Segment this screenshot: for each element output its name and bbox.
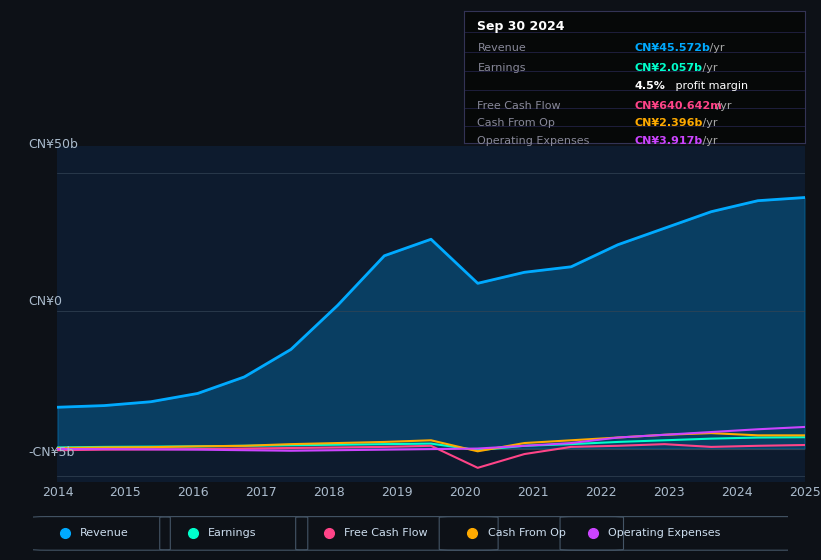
Text: Free Cash Flow: Free Cash Flow	[344, 529, 428, 538]
Text: Cash From Op: Cash From Op	[478, 119, 555, 128]
Text: /yr: /yr	[713, 101, 732, 111]
Text: CN¥2.057b: CN¥2.057b	[635, 63, 702, 73]
Text: Revenue: Revenue	[80, 529, 128, 538]
Text: Free Cash Flow: Free Cash Flow	[478, 101, 561, 111]
Text: CN¥640.642m: CN¥640.642m	[635, 101, 722, 111]
Text: Operating Expenses: Operating Expenses	[478, 136, 589, 146]
Text: Cash From Op: Cash From Op	[488, 529, 566, 538]
Text: Sep 30 2024: Sep 30 2024	[478, 20, 565, 34]
Text: /yr: /yr	[699, 136, 717, 146]
Text: 4.5%: 4.5%	[635, 81, 665, 91]
Text: -CN¥5b: -CN¥5b	[29, 446, 75, 459]
Text: Earnings: Earnings	[478, 63, 526, 73]
Text: /yr: /yr	[706, 43, 724, 53]
Text: /yr: /yr	[699, 63, 717, 73]
Text: Earnings: Earnings	[208, 529, 257, 538]
Text: CN¥3.917b: CN¥3.917b	[635, 136, 703, 146]
Text: CN¥2.396b: CN¥2.396b	[635, 119, 703, 128]
Text: Revenue: Revenue	[478, 43, 526, 53]
Text: Operating Expenses: Operating Expenses	[608, 529, 721, 538]
Text: CN¥45.572b: CN¥45.572b	[635, 43, 710, 53]
Text: profit margin: profit margin	[672, 81, 748, 91]
Text: CN¥0: CN¥0	[29, 295, 62, 308]
Text: CN¥50b: CN¥50b	[29, 138, 79, 151]
Text: /yr: /yr	[699, 119, 717, 128]
